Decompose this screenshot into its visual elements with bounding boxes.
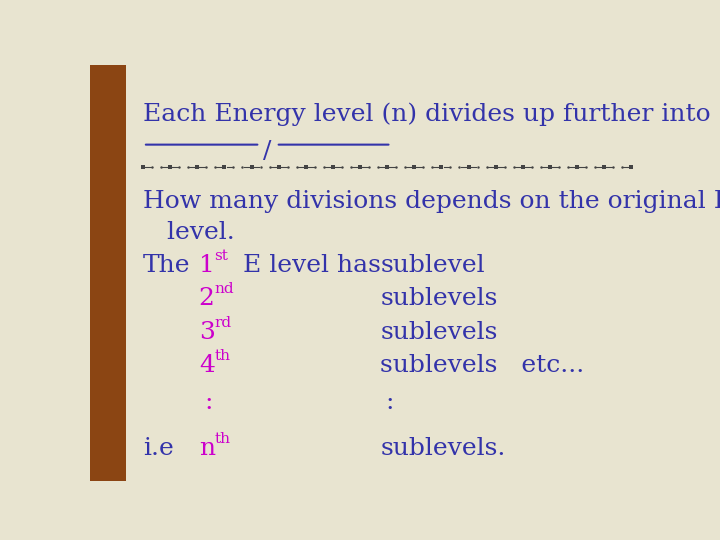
- Text: th: th: [215, 432, 230, 446]
- Text: n: n: [199, 437, 215, 460]
- Text: i.e: i.e: [143, 437, 174, 460]
- Text: sublevels: sublevels: [380, 321, 498, 343]
- Text: sublevels: sublevels: [380, 287, 498, 310]
- Text: th: th: [215, 349, 230, 363]
- Text: :: :: [386, 391, 395, 414]
- Text: 2: 2: [199, 287, 215, 310]
- Text: E level has: E level has: [235, 254, 381, 277]
- Text: st: st: [215, 249, 228, 263]
- Text: level.: level.: [143, 221, 235, 244]
- Text: nd: nd: [215, 282, 234, 296]
- Text: How many divisions depends on the original Energy: How many divisions depends on the origin…: [143, 190, 720, 213]
- Text: sublevel: sublevel: [380, 254, 485, 277]
- Text: :: :: [204, 391, 213, 414]
- Text: 3: 3: [199, 321, 215, 343]
- Text: 1: 1: [199, 254, 215, 277]
- Text: /: /: [264, 140, 271, 163]
- Text: sublevels   etc...: sublevels etc...: [380, 354, 585, 377]
- Text: 4: 4: [199, 354, 215, 377]
- Text: The: The: [143, 254, 191, 277]
- Text: Each Energy level (n) divides up further into: Each Energy level (n) divides up further…: [143, 102, 711, 126]
- Bar: [90, 65, 126, 481]
- Text: rd: rd: [215, 315, 232, 329]
- Text: sublevels.: sublevels.: [380, 437, 505, 460]
